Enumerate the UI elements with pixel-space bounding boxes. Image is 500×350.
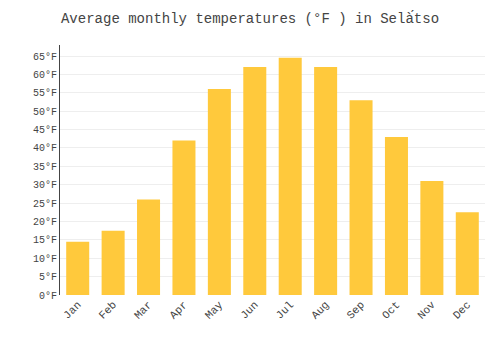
svg-text:45°F: 45°F xyxy=(33,125,57,136)
svg-text:Jul: Jul xyxy=(274,299,296,321)
svg-text:Mar: Mar xyxy=(132,299,154,321)
svg-text:50°F: 50°F xyxy=(33,107,57,118)
svg-text:55°F: 55°F xyxy=(33,88,57,99)
svg-text:20°F: 20°F xyxy=(33,217,57,228)
svg-text:5°F: 5°F xyxy=(39,272,57,283)
svg-text:Average monthly temperatures (: Average monthly temperatures (°F ) in Se… xyxy=(61,10,439,27)
svg-text:May: May xyxy=(203,299,226,322)
svg-text:Nov: Nov xyxy=(415,299,438,322)
svg-text:Oct: Oct xyxy=(380,299,402,321)
svg-text:65°F: 65°F xyxy=(33,52,57,63)
svg-text:Sep: Sep xyxy=(345,299,367,321)
svg-text:35°F: 35°F xyxy=(33,162,57,173)
svg-text:Dec: Dec xyxy=(451,299,473,321)
svg-text:0°F: 0°F xyxy=(39,291,57,302)
svg-text:Jan: Jan xyxy=(61,299,83,321)
svg-text:Apr: Apr xyxy=(167,299,189,321)
svg-text:10°F: 10°F xyxy=(33,254,57,265)
svg-text:60°F: 60°F xyxy=(33,70,57,81)
svg-text:Feb: Feb xyxy=(97,299,119,321)
svg-text:15°F: 15°F xyxy=(33,235,57,246)
svg-text:30°F: 30°F xyxy=(33,180,57,191)
svg-text:25°F: 25°F xyxy=(33,199,57,210)
svg-text:Jun: Jun xyxy=(238,299,260,321)
svg-text:Aug: Aug xyxy=(309,299,331,321)
svg-text:40°F: 40°F xyxy=(33,143,57,154)
